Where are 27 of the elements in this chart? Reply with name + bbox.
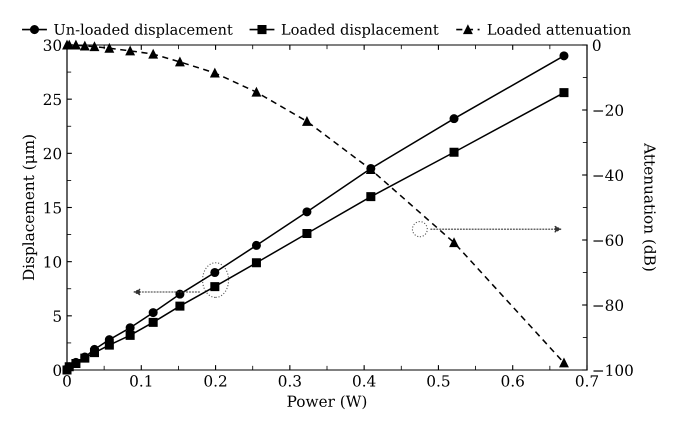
legend-label: Loaded attenuation bbox=[488, 24, 631, 35]
y-tick-label: 30 bbox=[44, 39, 62, 52]
y2-tick-label: −80 bbox=[593, 299, 624, 312]
y2-tick-label: −40 bbox=[593, 169, 624, 182]
legend-label: Loaded displacement bbox=[282, 24, 439, 38]
y-tick-label: 25 bbox=[44, 94, 61, 106]
y-tick-label: 10 bbox=[44, 256, 62, 268]
x-tick-label: 0.7 bbox=[576, 375, 598, 387]
x-tick-label: 0.2 bbox=[204, 375, 226, 387]
y2-tick-label: −20 bbox=[593, 104, 624, 116]
x-tick-label: 0.4 bbox=[353, 375, 376, 387]
y2-tick-label: −60 bbox=[593, 234, 624, 246]
y2-axis-title: Attenuation (dB) bbox=[642, 143, 656, 271]
x-axis-title: Power (W) bbox=[287, 395, 366, 410]
y-tick-label: 20 bbox=[44, 148, 62, 160]
x-tick-label: 0.6 bbox=[502, 375, 524, 387]
x-tick-label: 0.1 bbox=[130, 375, 152, 387]
y-tick-label: 5 bbox=[54, 310, 61, 322]
legend-label: Un-loaded displacement bbox=[54, 24, 233, 38]
y2-tick-label: −100 bbox=[593, 364, 633, 376]
y2-tick-label: 0 bbox=[592, 39, 601, 52]
y-axis-title: Displacement (μm) bbox=[22, 135, 38, 280]
y-tick-label: 0 bbox=[53, 364, 62, 376]
y-tick-label: 15 bbox=[44, 202, 61, 214]
x-tick-label: 0.5 bbox=[427, 375, 450, 387]
x-tick-label: 0 bbox=[63, 375, 71, 387]
x-tick-label: 0.3 bbox=[278, 375, 301, 387]
